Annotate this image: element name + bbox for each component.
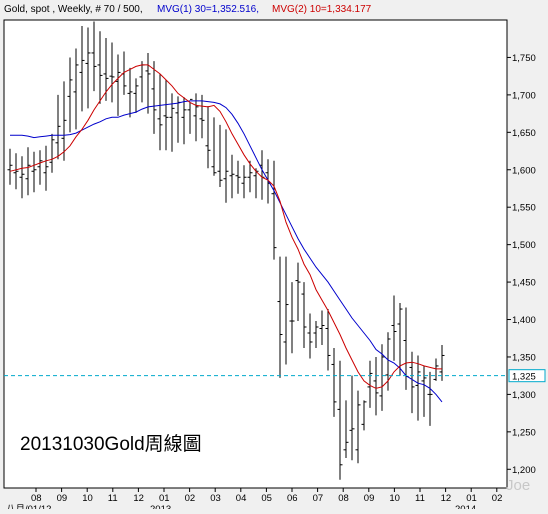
x-tick-label: 09 xyxy=(57,493,68,504)
y-tick-label: 1,550 xyxy=(512,203,536,214)
y-tick-label: 1,750 xyxy=(512,53,536,64)
watermark: Joe xyxy=(506,477,530,494)
annotation-text: 20131030Gold周線圖 xyxy=(20,433,202,455)
y-tick-label: 1,700 xyxy=(512,90,536,101)
x-tick-label: 09 xyxy=(364,493,375,504)
x-tick-label: 04 xyxy=(236,493,247,504)
plot-area xyxy=(3,19,508,489)
ohlc-bars xyxy=(7,21,445,480)
x-tick-label: 10 xyxy=(389,493,400,504)
y-tick-label: 1,600 xyxy=(512,165,536,176)
x-tick-label: 12 xyxy=(133,493,144,504)
x-tick-label: 11 xyxy=(108,493,118,504)
x-tick-label: 08 xyxy=(31,493,42,504)
x-tick-label: 07 xyxy=(313,493,324,504)
y-tick-label: 1,200 xyxy=(512,465,536,476)
x-tick-label: 05 xyxy=(261,493,272,504)
y-tick-label: 1,400 xyxy=(512,315,536,326)
x-axis: 08 09 10 11 12 01 02 03 04 05 06 07 08 09 10 11 12 01 02 八月… xyxy=(6,488,503,514)
header-instrument: Gold, spot , Weekly, # 70 / 500, xyxy=(4,4,143,15)
y-tick-label: 1,350 xyxy=(512,352,536,363)
x-year-label: 2013 xyxy=(150,504,171,509)
x-year-label: 八月/01/12 xyxy=(6,504,51,509)
y-tick-label: 1,500 xyxy=(512,240,536,251)
x-tick-label: 03 xyxy=(210,493,221,504)
price-marker-box xyxy=(508,369,546,383)
x-tick-label: 01 xyxy=(159,493,170,504)
ma10-line xyxy=(9,64,442,389)
y-tick-label: 1,650 xyxy=(512,128,536,139)
x-tick-label: 08 xyxy=(338,493,349,504)
price-marker-label: 1,325 xyxy=(512,372,536,383)
x-tick-label: 06 xyxy=(287,493,298,504)
x-tick-label: 01 xyxy=(466,493,477,504)
x-tick-label: 10 xyxy=(82,493,93,504)
x-tick-label: 12 xyxy=(441,493,452,504)
header-ma2: MVG(2) 10=1,334.177 xyxy=(272,4,372,15)
x-year-label: 2014 xyxy=(455,504,476,509)
y-tick-label: 1,450 xyxy=(512,278,536,289)
y-tick-label: 1,250 xyxy=(512,427,536,438)
x-tick-label: 11 xyxy=(415,493,425,504)
x-tick-label: 02 xyxy=(185,493,196,504)
x-tick-label: 02 xyxy=(492,493,503,504)
y-tick-label: 1,300 xyxy=(512,390,536,401)
header-ma1: MVG(1) 30=1,352.516, xyxy=(157,4,259,15)
y-axis: 1,750 1,700 1,650 1,600 1,550 1,500 1,450 1,400… xyxy=(507,53,536,476)
